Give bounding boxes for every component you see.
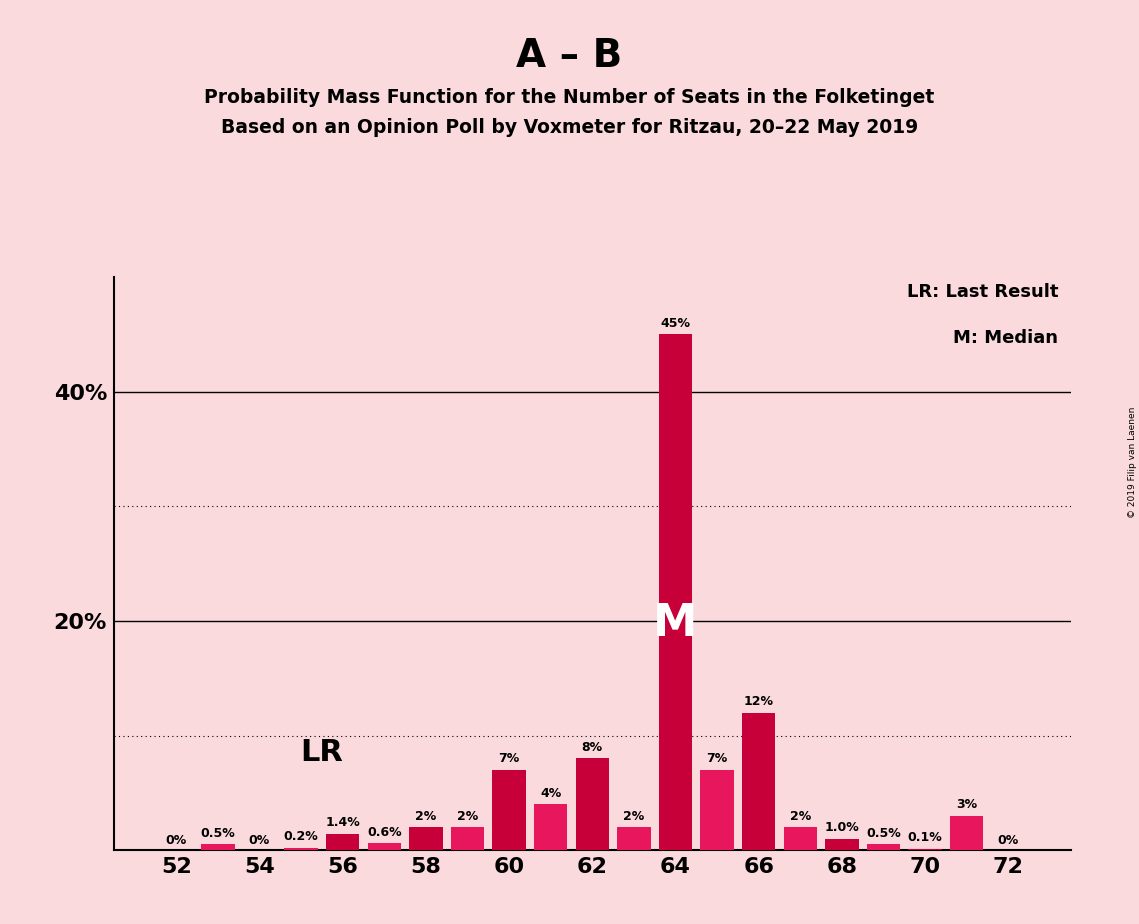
Text: M: Median: M: Median [953,329,1058,346]
Text: 0%: 0% [248,833,270,846]
Text: 4%: 4% [540,786,562,799]
Bar [534,804,567,850]
Text: 0%: 0% [998,833,1019,846]
Text: 7%: 7% [499,752,519,765]
Bar [784,827,817,850]
Text: M: M [654,602,698,645]
Text: 0.6%: 0.6% [367,826,402,839]
Bar [368,844,401,850]
Text: 7%: 7% [706,752,728,765]
Text: A – B: A – B [516,37,623,75]
Bar [326,834,359,850]
Text: 0%: 0% [165,833,187,846]
Text: LR: LR [301,738,343,767]
Bar [700,770,734,850]
Bar [285,848,318,850]
Text: 2%: 2% [457,809,478,822]
Bar [451,827,484,850]
Bar [617,827,650,850]
Bar [909,849,942,850]
Text: 45%: 45% [661,317,690,330]
Text: 0.2%: 0.2% [284,830,319,844]
Text: Probability Mass Function for the Number of Seats in the Folketinget: Probability Mass Function for the Number… [204,88,935,107]
Bar [409,827,443,850]
Bar [202,845,235,850]
Text: 2%: 2% [623,809,645,822]
Text: 1.4%: 1.4% [326,817,360,830]
Bar [867,845,900,850]
Text: 0.5%: 0.5% [200,827,236,840]
Text: Based on an Opinion Poll by Voxmeter for Ritzau, 20–22 May 2019: Based on an Opinion Poll by Voxmeter for… [221,118,918,138]
Text: © 2019 Filip van Laenen: © 2019 Filip van Laenen [1128,407,1137,517]
Bar [826,839,859,850]
Text: 0.1%: 0.1% [908,832,942,845]
Text: 2%: 2% [416,809,436,822]
Text: 2%: 2% [789,809,811,822]
Bar [575,759,609,850]
Text: 8%: 8% [582,741,603,754]
Text: 0.5%: 0.5% [866,827,901,840]
Text: LR: Last Result: LR: Last Result [907,283,1058,301]
Text: 1.0%: 1.0% [825,821,859,834]
Bar [492,770,526,850]
Text: 3%: 3% [956,798,977,811]
Text: 12%: 12% [744,695,773,708]
Bar [741,712,776,850]
Bar [950,816,983,850]
Bar [658,334,693,850]
